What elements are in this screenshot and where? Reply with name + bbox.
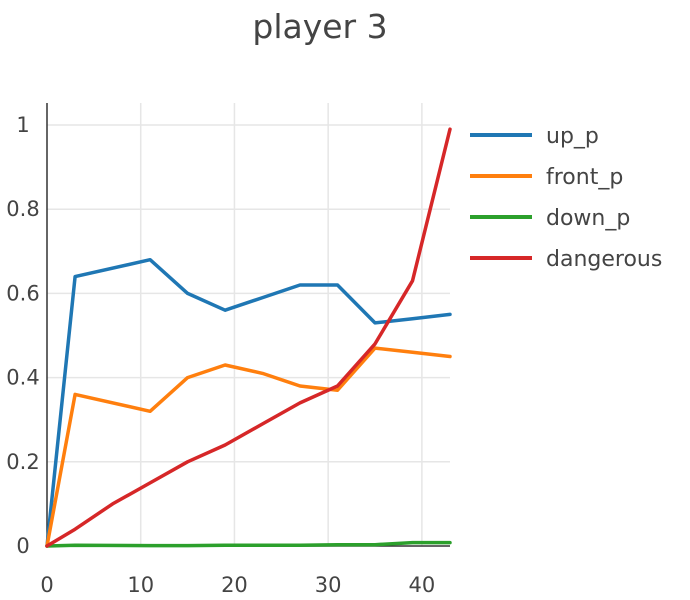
- y-tick-label: 0.8: [6, 197, 39, 221]
- y-tick-label: 0.2: [6, 450, 39, 474]
- y-tick-label: 1: [16, 113, 29, 137]
- chart-title: player 3: [252, 7, 387, 46]
- legend-item-down-p[interactable]: down_p: [470, 206, 630, 231]
- x-tick-label: 40: [409, 573, 436, 597]
- series-line-down-p: [45, 540, 452, 548]
- x-tick-label: 0: [40, 573, 53, 597]
- grid: [47, 103, 450, 546]
- y-tick-label: 0: [16, 534, 29, 558]
- series-line-front-p: [45, 346, 452, 548]
- legend-label: up_p: [546, 124, 599, 149]
- legend-label: down_p: [546, 206, 630, 231]
- legend[interactable]: up_p front_p down_p dangerous: [470, 124, 662, 272]
- legend-item-front-p[interactable]: front_p: [470, 165, 623, 190]
- x-tick-label: 10: [127, 573, 154, 597]
- x-tick-label: 20: [221, 573, 248, 597]
- x-tick-label: 30: [315, 573, 342, 597]
- y-tick-label: 0.4: [6, 366, 39, 390]
- legend-label: front_p: [546, 165, 623, 190]
- legend-item-dangerous[interactable]: dangerous: [470, 247, 662, 272]
- series-line-dangerous: [45, 127, 452, 548]
- legend-label: dangerous: [546, 247, 662, 272]
- series-lines: [45, 127, 452, 548]
- legend-item-up-p[interactable]: up_p: [470, 124, 599, 149]
- y-tick-label: 0.6: [6, 281, 39, 305]
